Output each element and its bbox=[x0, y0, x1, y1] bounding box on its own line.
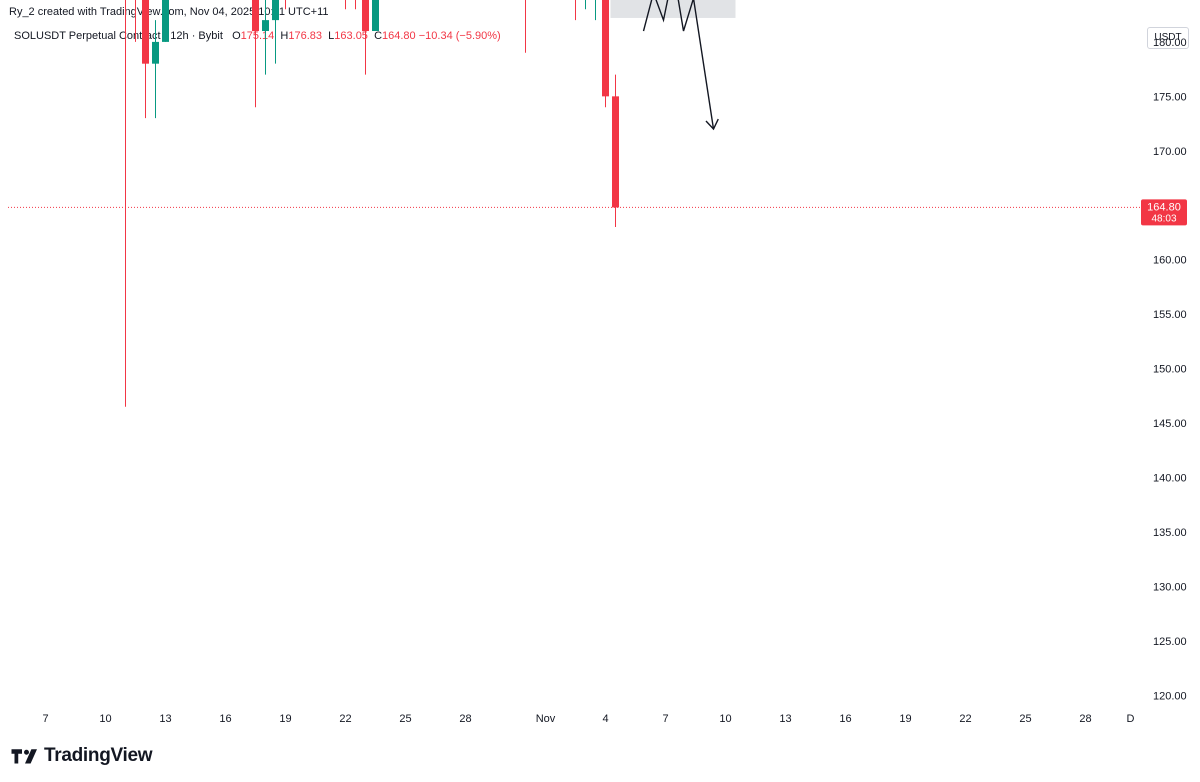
tradingview-logo-text: TradingView bbox=[44, 745, 153, 766]
y-tick-label: 170.00 bbox=[1153, 146, 1187, 158]
candle-body bbox=[602, 0, 609, 97]
tradingview-logo-icon bbox=[11, 749, 37, 764]
x-tick-label: 25 bbox=[1019, 713, 1031, 725]
candles-layer bbox=[122, 0, 619, 407]
candle[interactable] bbox=[262, 0, 269, 75]
y-tick-label: 145.00 bbox=[1153, 418, 1187, 430]
candle[interactable] bbox=[362, 0, 369, 75]
candle-body bbox=[272, 0, 279, 21]
x-tick-label: 28 bbox=[459, 713, 471, 725]
y-tick-label: 160.00 bbox=[1153, 255, 1187, 267]
candle-body bbox=[612, 96, 619, 208]
x-tick-label: 28 bbox=[1079, 713, 1091, 725]
y-tick-label: 135.00 bbox=[1153, 527, 1187, 539]
x-tick-label: 22 bbox=[339, 713, 351, 725]
y-tick-label: 125.00 bbox=[1153, 636, 1187, 648]
candle-body bbox=[142, 0, 149, 64]
y-tick-label: 150.00 bbox=[1153, 364, 1187, 376]
zone-1[interactable] bbox=[610, 0, 736, 18]
candle[interactable] bbox=[152, 20, 159, 119]
y-axis: 120.00 125.00 130.00 135.00 140.00 145.00 150.… bbox=[1153, 37, 1187, 702]
candle[interactable] bbox=[272, 0, 279, 64]
candle[interactable] bbox=[162, 0, 169, 42]
x-tick-label: 4 bbox=[602, 713, 608, 725]
y-tick-label: 155.00 bbox=[1153, 309, 1187, 321]
x-tick-label: Nov bbox=[536, 713, 556, 725]
x-tick-label: 16 bbox=[839, 713, 851, 725]
candle[interactable] bbox=[612, 74, 619, 228]
y-tick-label: 175.00 bbox=[1153, 91, 1187, 103]
x-tick-label: 25 bbox=[399, 713, 411, 725]
price-label-countdown: 48:03 bbox=[1151, 213, 1176, 224]
projection-arrowhead bbox=[705, 118, 719, 131]
currency-button[interactable]: USDT bbox=[1147, 27, 1189, 49]
price-label-price: 164.80 bbox=[1147, 201, 1181, 213]
candle[interactable] bbox=[252, 0, 259, 108]
candle[interactable] bbox=[122, 0, 129, 407]
x-tick-label: 19 bbox=[279, 713, 291, 725]
candle[interactable] bbox=[602, 0, 609, 108]
candle[interactable] bbox=[372, 0, 379, 32]
y-tick-label: 120.00 bbox=[1153, 690, 1187, 702]
candle-body bbox=[152, 41, 159, 64]
x-axis: 7 10 13 16 19 22 25 28 Nov 4 7 10 13 16 19 22 25 28 D bbox=[42, 713, 1134, 725]
x-tick-label: D bbox=[1127, 713, 1135, 725]
tradingview-logo[interactable]: TradingView bbox=[11, 744, 153, 768]
ohlc-close: C164.80 bbox=[374, 30, 416, 42]
candle[interactable] bbox=[352, 0, 359, 10]
candle[interactable] bbox=[142, 0, 149, 119]
ohlc-low: L163.05 bbox=[328, 30, 368, 42]
y-tick-label: 140.00 bbox=[1153, 473, 1187, 485]
price-label: 164.80 48:03 bbox=[1141, 199, 1187, 226]
x-tick-label: 16 bbox=[219, 713, 231, 725]
candle[interactable] bbox=[282, 0, 289, 10]
x-tick-label: 19 bbox=[899, 713, 911, 725]
candle[interactable] bbox=[132, 0, 139, 42]
candle-body bbox=[262, 20, 269, 32]
y-tick-label: 130.00 bbox=[1153, 581, 1187, 593]
symbol-name: SOLUSDT Perpetual Contract · 12h · Bybit bbox=[14, 30, 223, 42]
x-tick-label: 13 bbox=[779, 713, 791, 725]
x-tick-label: 10 bbox=[99, 713, 111, 725]
ohlc-high: H176.83 bbox=[280, 30, 323, 42]
candle[interactable] bbox=[342, 0, 349, 10]
candle-body bbox=[372, 0, 379, 32]
candle-body bbox=[362, 0, 369, 32]
candle[interactable] bbox=[582, 0, 589, 10]
price-label-box bbox=[1141, 199, 1187, 226]
drawing-layer bbox=[642, 0, 719, 131]
y-tick-label: 180.00 bbox=[1153, 37, 1187, 49]
candle[interactable] bbox=[522, 0, 529, 53]
projection-path[interactable] bbox=[642, 0, 715, 130]
candle[interactable] bbox=[572, 0, 579, 21]
price-chart[interactable]: 120.00 125.00 130.00 135.00 140.00 145.00 150.… bbox=[0, 0, 1200, 740]
candle-body bbox=[252, 0, 259, 32]
x-tick-label: 7 bbox=[662, 713, 668, 725]
x-tick-label: 13 bbox=[159, 713, 171, 725]
price-change: −10.34 (−5.90%) bbox=[418, 30, 501, 42]
candle[interactable] bbox=[592, 0, 599, 21]
x-tick-label: 22 bbox=[959, 713, 971, 725]
candle-body bbox=[162, 0, 169, 42]
zones-layer bbox=[610, 0, 736, 18]
x-tick-label: 7 bbox=[42, 713, 48, 725]
x-tick-label: 10 bbox=[719, 713, 731, 725]
